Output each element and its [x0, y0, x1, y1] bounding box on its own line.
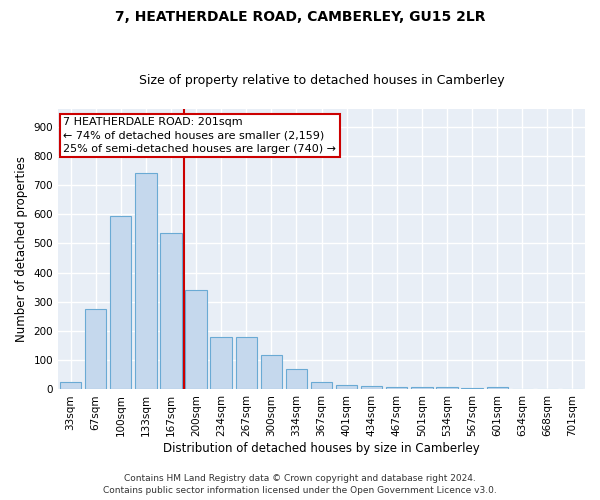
- Text: Contains HM Land Registry data © Crown copyright and database right 2024.
Contai: Contains HM Land Registry data © Crown c…: [103, 474, 497, 495]
- Bar: [311, 382, 332, 390]
- Bar: [236, 338, 257, 390]
- Bar: [361, 386, 382, 390]
- Bar: [411, 387, 433, 390]
- Bar: [135, 174, 157, 390]
- Bar: [110, 216, 131, 390]
- Y-axis label: Number of detached properties: Number of detached properties: [15, 156, 28, 342]
- Bar: [461, 388, 483, 390]
- X-axis label: Distribution of detached houses by size in Camberley: Distribution of detached houses by size …: [163, 442, 480, 455]
- Bar: [436, 388, 458, 390]
- Bar: [336, 385, 357, 390]
- Bar: [60, 382, 81, 390]
- Bar: [286, 369, 307, 390]
- Text: 7 HEATHERDALE ROAD: 201sqm
← 74% of detached houses are smaller (2,159)
25% of s: 7 HEATHERDALE ROAD: 201sqm ← 74% of deta…: [64, 118, 337, 154]
- Bar: [386, 386, 407, 390]
- Bar: [211, 338, 232, 390]
- Bar: [160, 233, 182, 390]
- Title: Size of property relative to detached houses in Camberley: Size of property relative to detached ho…: [139, 74, 505, 87]
- Bar: [260, 355, 282, 390]
- Bar: [185, 290, 207, 390]
- Text: 7, HEATHERDALE ROAD, CAMBERLEY, GU15 2LR: 7, HEATHERDALE ROAD, CAMBERLEY, GU15 2LR: [115, 10, 485, 24]
- Bar: [487, 387, 508, 390]
- Bar: [85, 309, 106, 390]
